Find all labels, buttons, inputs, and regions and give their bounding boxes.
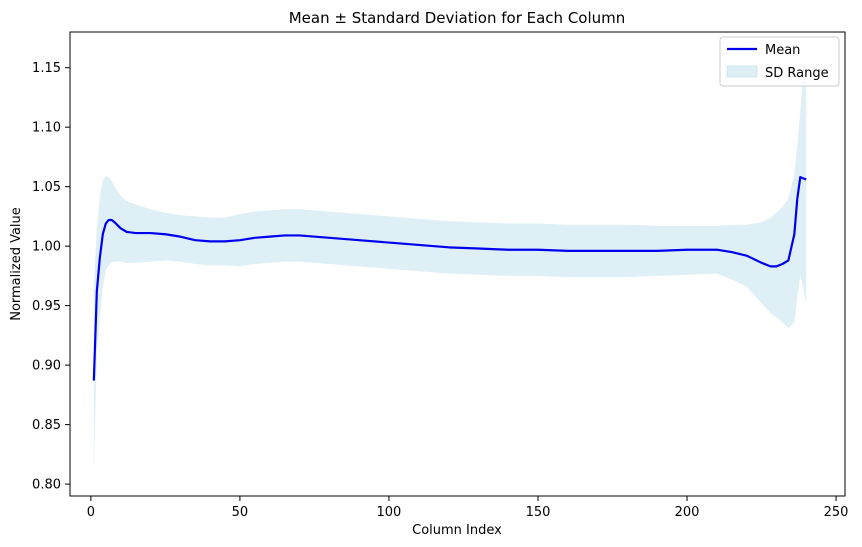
y-axis-label: Normalized Value — [9, 207, 24, 321]
y-tick-label: 0.80 — [32, 478, 61, 493]
y-tick-label: 1.05 — [32, 180, 61, 195]
x-tick-label: 100 — [377, 505, 402, 520]
y-axis: 0.80 0.85 0.90 0.95 1.00 1.05 1.10 1.15 — [32, 61, 70, 493]
y-tick-label: 1.10 — [32, 121, 61, 136]
y-tick-label: 0.95 — [32, 299, 61, 314]
y-tick-label: 1.00 — [32, 240, 61, 255]
x-tick-label: 150 — [526, 505, 551, 520]
x-tick-label: 0 — [87, 505, 95, 520]
x-tick-label: 250 — [824, 505, 849, 520]
y-tick-label: 1.15 — [32, 61, 61, 76]
mean-line — [92, 176, 807, 381]
legend-sd-label: SD Range — [765, 66, 829, 81]
x-axis-label: Column Index — [412, 523, 502, 538]
y-tick-label: 0.85 — [32, 418, 61, 433]
chart-title: Mean ± Standard Deviation for Each Colum… — [289, 9, 626, 27]
sd-range-band — [93, 61, 807, 474]
x-axis: 0 50 100 150 200 250 — [87, 496, 849, 520]
x-tick-label: 50 — [232, 505, 249, 520]
plot-frame — [69, 31, 846, 497]
y-tick-label: 0.90 — [32, 359, 61, 374]
legend-mean-label: Mean — [765, 43, 800, 58]
plot-area — [92, 61, 807, 474]
legend-sd-swatch — [726, 65, 758, 78]
legend: Mean SD Range — [719, 36, 840, 87]
x-tick-label: 200 — [675, 505, 700, 520]
